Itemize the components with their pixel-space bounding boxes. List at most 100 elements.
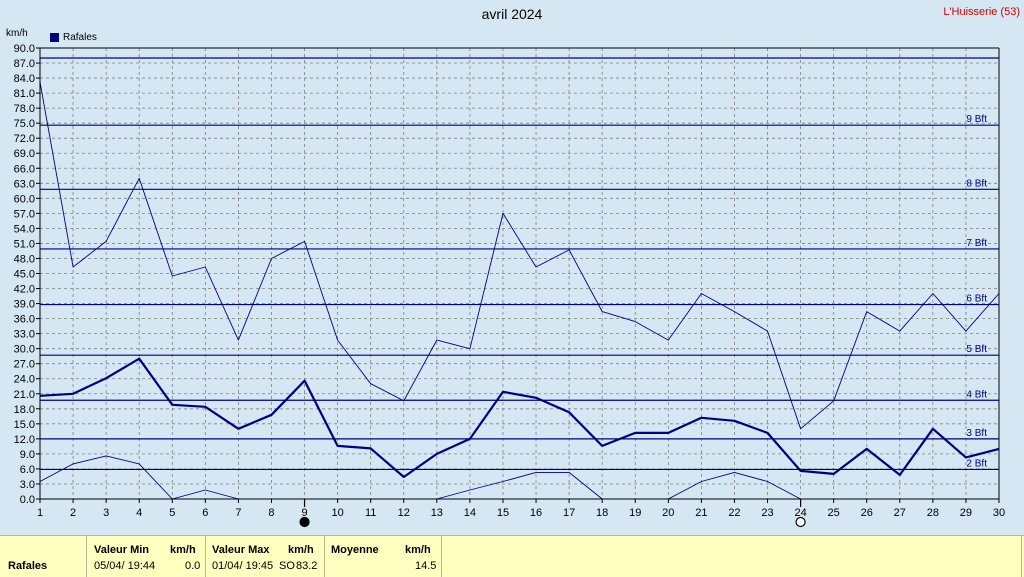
y-tick-label: 90.0 xyxy=(14,43,35,55)
max-unit: km/h xyxy=(288,544,314,556)
x-tick-label: 13 xyxy=(431,507,443,519)
y-tick-label: 0.0 xyxy=(20,494,35,506)
y-tick-label: 21.0 xyxy=(14,389,35,401)
x-tick-label: 22 xyxy=(728,507,740,519)
y-tick-label: 54.0 xyxy=(14,223,35,235)
x-tick-label: 11 xyxy=(365,507,376,519)
x-tick-label: 28 xyxy=(927,507,939,519)
footer-row-label: Rafales xyxy=(8,560,48,572)
x-tick-label: 15 xyxy=(497,507,509,519)
y-tick-label: 27.0 xyxy=(14,359,35,371)
y-tick-label: 75.0 xyxy=(14,118,35,130)
y-tick-label: 63.0 xyxy=(14,178,35,190)
x-tick-label: 23 xyxy=(761,507,773,519)
min-header: Valeur Min xyxy=(94,544,150,556)
min-unit: km/h xyxy=(170,544,196,556)
y-tick-label: 42.0 xyxy=(14,284,35,296)
y-tick-label: 12.0 xyxy=(14,434,35,446)
x-tick-label: 21 xyxy=(695,507,707,519)
y-tick-label: 81.0 xyxy=(14,88,35,100)
y-tick-label: 15.0 xyxy=(14,419,35,431)
max-direction: SO xyxy=(279,560,295,572)
chart-area: 2 Bft 3 Bft 4 Bft 5 Bft 6 Bft 7 Bft 8 Bft 9 Bft… xyxy=(14,43,1006,528)
footer-divider-right xyxy=(1021,536,1023,577)
y-tick-label: 48.0 xyxy=(14,253,35,265)
chart-title: avril 2024 xyxy=(481,6,543,22)
x-tick-label: 3 xyxy=(103,507,109,519)
y-tick-label: 39.0 xyxy=(14,299,35,311)
y-tick-label: 51.0 xyxy=(14,238,35,250)
axes: 1 2 3 4 5 6 7 8 9 10 11 12 13 14 15 16 17 18 19 20 21 22 23 24 2… xyxy=(14,43,1006,519)
y-tick-label: 24.0 xyxy=(14,374,35,386)
y-tick-label: 6.0 xyxy=(20,464,35,476)
y-tick-label: 45.0 xyxy=(14,269,35,281)
mean-header: Moyenne xyxy=(331,544,379,556)
beaufort-label: 7 Bft xyxy=(966,238,987,249)
beaufort-label: 3 Bft xyxy=(966,428,987,439)
beaufort-label: 9 Bft xyxy=(966,114,987,125)
x-tick-label: 29 xyxy=(960,507,972,519)
legend: Rafales xyxy=(50,32,97,43)
x-tick-label: 25 xyxy=(828,507,840,519)
y-tick-label: 33.0 xyxy=(14,329,35,341)
moon-phases xyxy=(299,499,806,528)
full-moon-icon xyxy=(795,516,806,528)
x-tick-label: 20 xyxy=(662,507,674,519)
x-tick-label: 7 xyxy=(235,507,241,519)
y-tick-label: 36.0 xyxy=(14,314,35,326)
x-tick-label: 14 xyxy=(464,507,476,519)
x-tick-label: 8 xyxy=(268,507,274,519)
x-tick-label: 12 xyxy=(398,507,410,519)
x-tick-label: 30 xyxy=(993,507,1005,519)
y-tick-label: 84.0 xyxy=(14,73,35,85)
y-tick-label: 30.0 xyxy=(14,344,35,356)
max-value: 83.2 xyxy=(296,560,318,572)
series-line-mean xyxy=(39,357,1000,479)
min-cell: Valeur Min km/h 05/04/ 19:44 0.0 xyxy=(86,536,205,577)
x-tick-label: 6 xyxy=(202,507,208,519)
x-tick-label: 19 xyxy=(629,507,641,519)
x-tick-label: 27 xyxy=(894,507,906,519)
beaufort-lines: 2 Bft 3 Bft 4 Bft 5 Bft 6 Bft 7 Bft 8 Bft 9 Bft xyxy=(40,57,999,471)
x-tick-label: 24 xyxy=(794,507,806,519)
series-line-min xyxy=(39,455,239,500)
x-tick-label: 5 xyxy=(169,507,175,519)
x-tick-label: 9 xyxy=(301,507,307,519)
beaufort-label: 2 Bft xyxy=(966,458,987,469)
beaufort-label: 4 Bft xyxy=(966,389,987,400)
beaufort-label: 8 Bft xyxy=(966,178,987,189)
y-tick-label: 69.0 xyxy=(14,148,35,160)
beaufort-label: 5 Bft xyxy=(966,344,987,355)
y-tick-label: 57.0 xyxy=(14,208,35,220)
y-tick-label: 72.0 xyxy=(14,133,35,145)
series-line-min xyxy=(668,471,801,500)
x-tick-label: 4 xyxy=(136,507,142,519)
x-tick-label: 1 xyxy=(37,507,43,519)
x-tick-label: 2 xyxy=(70,507,76,519)
beaufort-label: 6 Bft xyxy=(966,294,987,305)
legend-label: Rafales xyxy=(63,32,97,43)
series-line-max xyxy=(39,82,1000,430)
mean-cell: Moyenne km/h 14.5 xyxy=(324,536,442,577)
mean-unit: km/h xyxy=(405,544,431,556)
new-moon-icon xyxy=(299,516,310,528)
legend-swatch xyxy=(50,33,59,42)
plot-background xyxy=(40,48,999,499)
location-label: L'Huisserie (53) xyxy=(943,6,1020,18)
x-tick-label: 17 xyxy=(563,507,575,519)
x-tick-label: 26 xyxy=(861,507,873,519)
mean-value: 14.5 xyxy=(415,560,437,572)
y-tick-label: 18.0 xyxy=(14,404,35,416)
y-tick-label: 66.0 xyxy=(14,163,35,175)
min-date: 05/04/ 19:44 xyxy=(94,560,156,572)
max-cell: Valeur Max km/h 01/04/ 19:45 SO 83.2 xyxy=(205,536,324,577)
series-line-min xyxy=(436,471,603,500)
y-tick-label: 78.0 xyxy=(14,103,35,115)
x-tick-label: 18 xyxy=(596,507,608,519)
x-tick-label: 10 xyxy=(331,507,343,519)
y-axis-unit: km/h xyxy=(6,28,28,39)
series-lines xyxy=(39,82,1000,500)
y-tick-label: 60.0 xyxy=(14,193,35,205)
stats-footer: Rafales Valeur Min km/h 05/04/ 19:44 0.0… xyxy=(0,535,1024,577)
y-tick-label: 3.0 xyxy=(20,479,35,491)
